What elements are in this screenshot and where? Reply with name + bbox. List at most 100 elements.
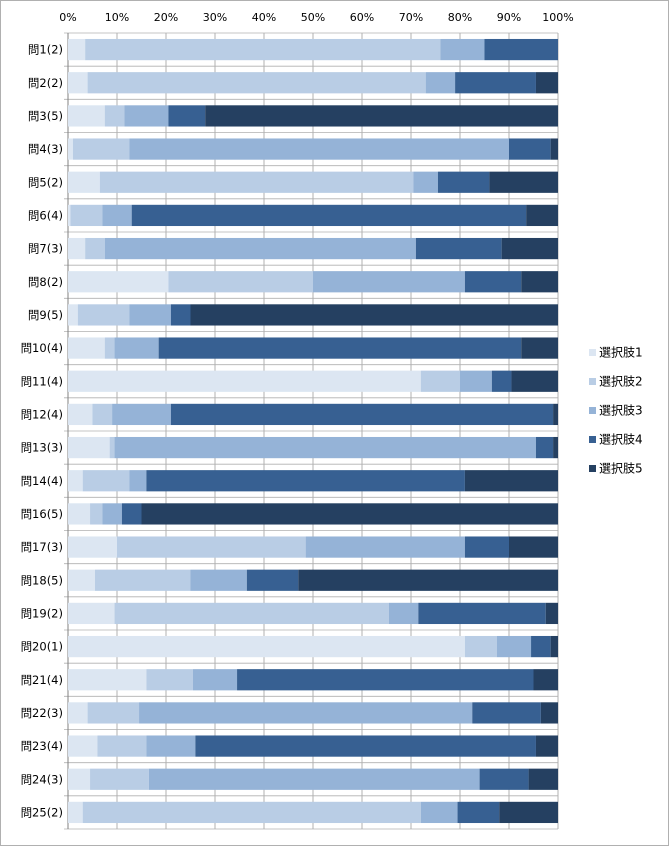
category-label: 問25(2) (21, 805, 63, 819)
bar-segment (440, 38, 485, 61)
bar-segment (313, 271, 465, 293)
bar-segment (68, 38, 86, 61)
bar-segment (437, 171, 490, 193)
bar-segment (540, 702, 558, 724)
bar-segment (121, 503, 142, 525)
x-tick-label: 70% (399, 11, 423, 24)
category-label: 問20(1) (21, 640, 63, 654)
bar-segment (129, 304, 171, 326)
bar-segment (68, 768, 91, 790)
bar-segment (170, 403, 554, 426)
bar-segment (484, 38, 558, 61)
bar-segment (190, 304, 558, 326)
bar-segment (68, 569, 95, 591)
x-tick-label: 90% (497, 11, 521, 24)
bar-segment (114, 436, 536, 459)
category-label: 問21(4) (21, 673, 63, 687)
bar-segment (553, 436, 558, 459)
bar-segment (460, 370, 492, 392)
category-label: 問1(2) (28, 43, 63, 57)
bar-segment (305, 536, 465, 558)
bar-segment (415, 237, 502, 260)
category-label: 問22(3) (21, 706, 63, 720)
bar-segment (553, 403, 558, 426)
bar-segments (68, 38, 558, 824)
bar-segment (148, 768, 480, 790)
y-axis-categories: 問1(2) 問2(2) 問3(5) 問4(3) 問5(2) 問6(4) 問7(3) 問8(2)… (21, 43, 63, 820)
bar-segment (521, 271, 558, 293)
bar-segment (192, 669, 238, 691)
bar-segment (472, 702, 541, 724)
bar-segment (535, 735, 558, 757)
bar-segment (90, 503, 103, 525)
x-axis-ticks: 0% 10% 20% 30% 40% 50% 60% 70% 80% 90% 100% (59, 11, 573, 24)
category-label: 問10(4) (21, 341, 63, 355)
legend-label: 選択肢3 (599, 403, 643, 418)
category-label: 問12(4) (21, 407, 63, 421)
bar-segment (104, 105, 125, 127)
bar-segment (146, 669, 193, 691)
x-tick-label: 20% (154, 11, 178, 24)
bar-segment (464, 635, 497, 658)
bar-segment (68, 370, 421, 392)
legend-swatch (589, 407, 596, 414)
bar-segment (68, 403, 93, 426)
legend-swatch (589, 349, 596, 356)
bar-segment (68, 138, 73, 160)
bar-segment (388, 602, 419, 625)
category-label: 問13(3) (21, 441, 63, 455)
bar-segment (117, 536, 306, 558)
legend-label: 選択肢2 (599, 374, 643, 389)
bar-segment (457, 801, 500, 824)
bar-segment (141, 503, 558, 525)
category-label: 問11(4) (21, 374, 63, 388)
bar-segment (170, 304, 191, 326)
bar-segment (131, 204, 527, 227)
bar-segment (104, 237, 416, 260)
bar-segment (68, 470, 83, 492)
bar-segment (87, 702, 140, 724)
bar-segment (413, 171, 438, 193)
bar-segment (146, 470, 465, 492)
bar-segment (90, 768, 149, 790)
bar-segment (511, 370, 558, 392)
bar-segment (82, 470, 130, 492)
bar-segment (237, 669, 534, 691)
bar-segment (139, 702, 473, 724)
bar-segment (491, 370, 512, 392)
bar-segment (104, 337, 115, 359)
bar-segment (298, 569, 558, 591)
bar-segment (68, 669, 147, 691)
bar-segment (68, 436, 110, 459)
bar-segment (68, 635, 465, 658)
x-tick-label: 30% (203, 11, 227, 24)
bar-segment (550, 138, 558, 160)
bar-segment (68, 602, 115, 625)
category-label: 問5(2) (28, 175, 63, 189)
bar-segment (97, 735, 147, 757)
bar-segment (509, 536, 558, 558)
x-tick-label: 0% (59, 11, 76, 24)
bar-segment (168, 105, 206, 127)
legend-label: 選択肢1 (599, 345, 643, 360)
x-tick-label: 80% (448, 11, 472, 24)
bar-segment (246, 569, 299, 591)
bar-segment (528, 768, 558, 790)
bar-segment (509, 138, 551, 160)
bar-segment (205, 105, 558, 127)
legend-label: 選択肢4 (599, 432, 643, 447)
bar-segment (102, 204, 132, 227)
bar-segment (158, 337, 522, 359)
x-tick-label: 60% (350, 11, 374, 24)
bar-segment (102, 503, 122, 525)
bar-segment (87, 72, 426, 94)
bar-segment (190, 569, 247, 591)
bar-segment (489, 171, 558, 193)
bar-segment (68, 702, 88, 724)
bar-segment (68, 72, 88, 94)
bar-segment (68, 204, 71, 227)
legend-label: 選択肢5 (599, 461, 643, 476)
bar-segment (168, 271, 313, 293)
